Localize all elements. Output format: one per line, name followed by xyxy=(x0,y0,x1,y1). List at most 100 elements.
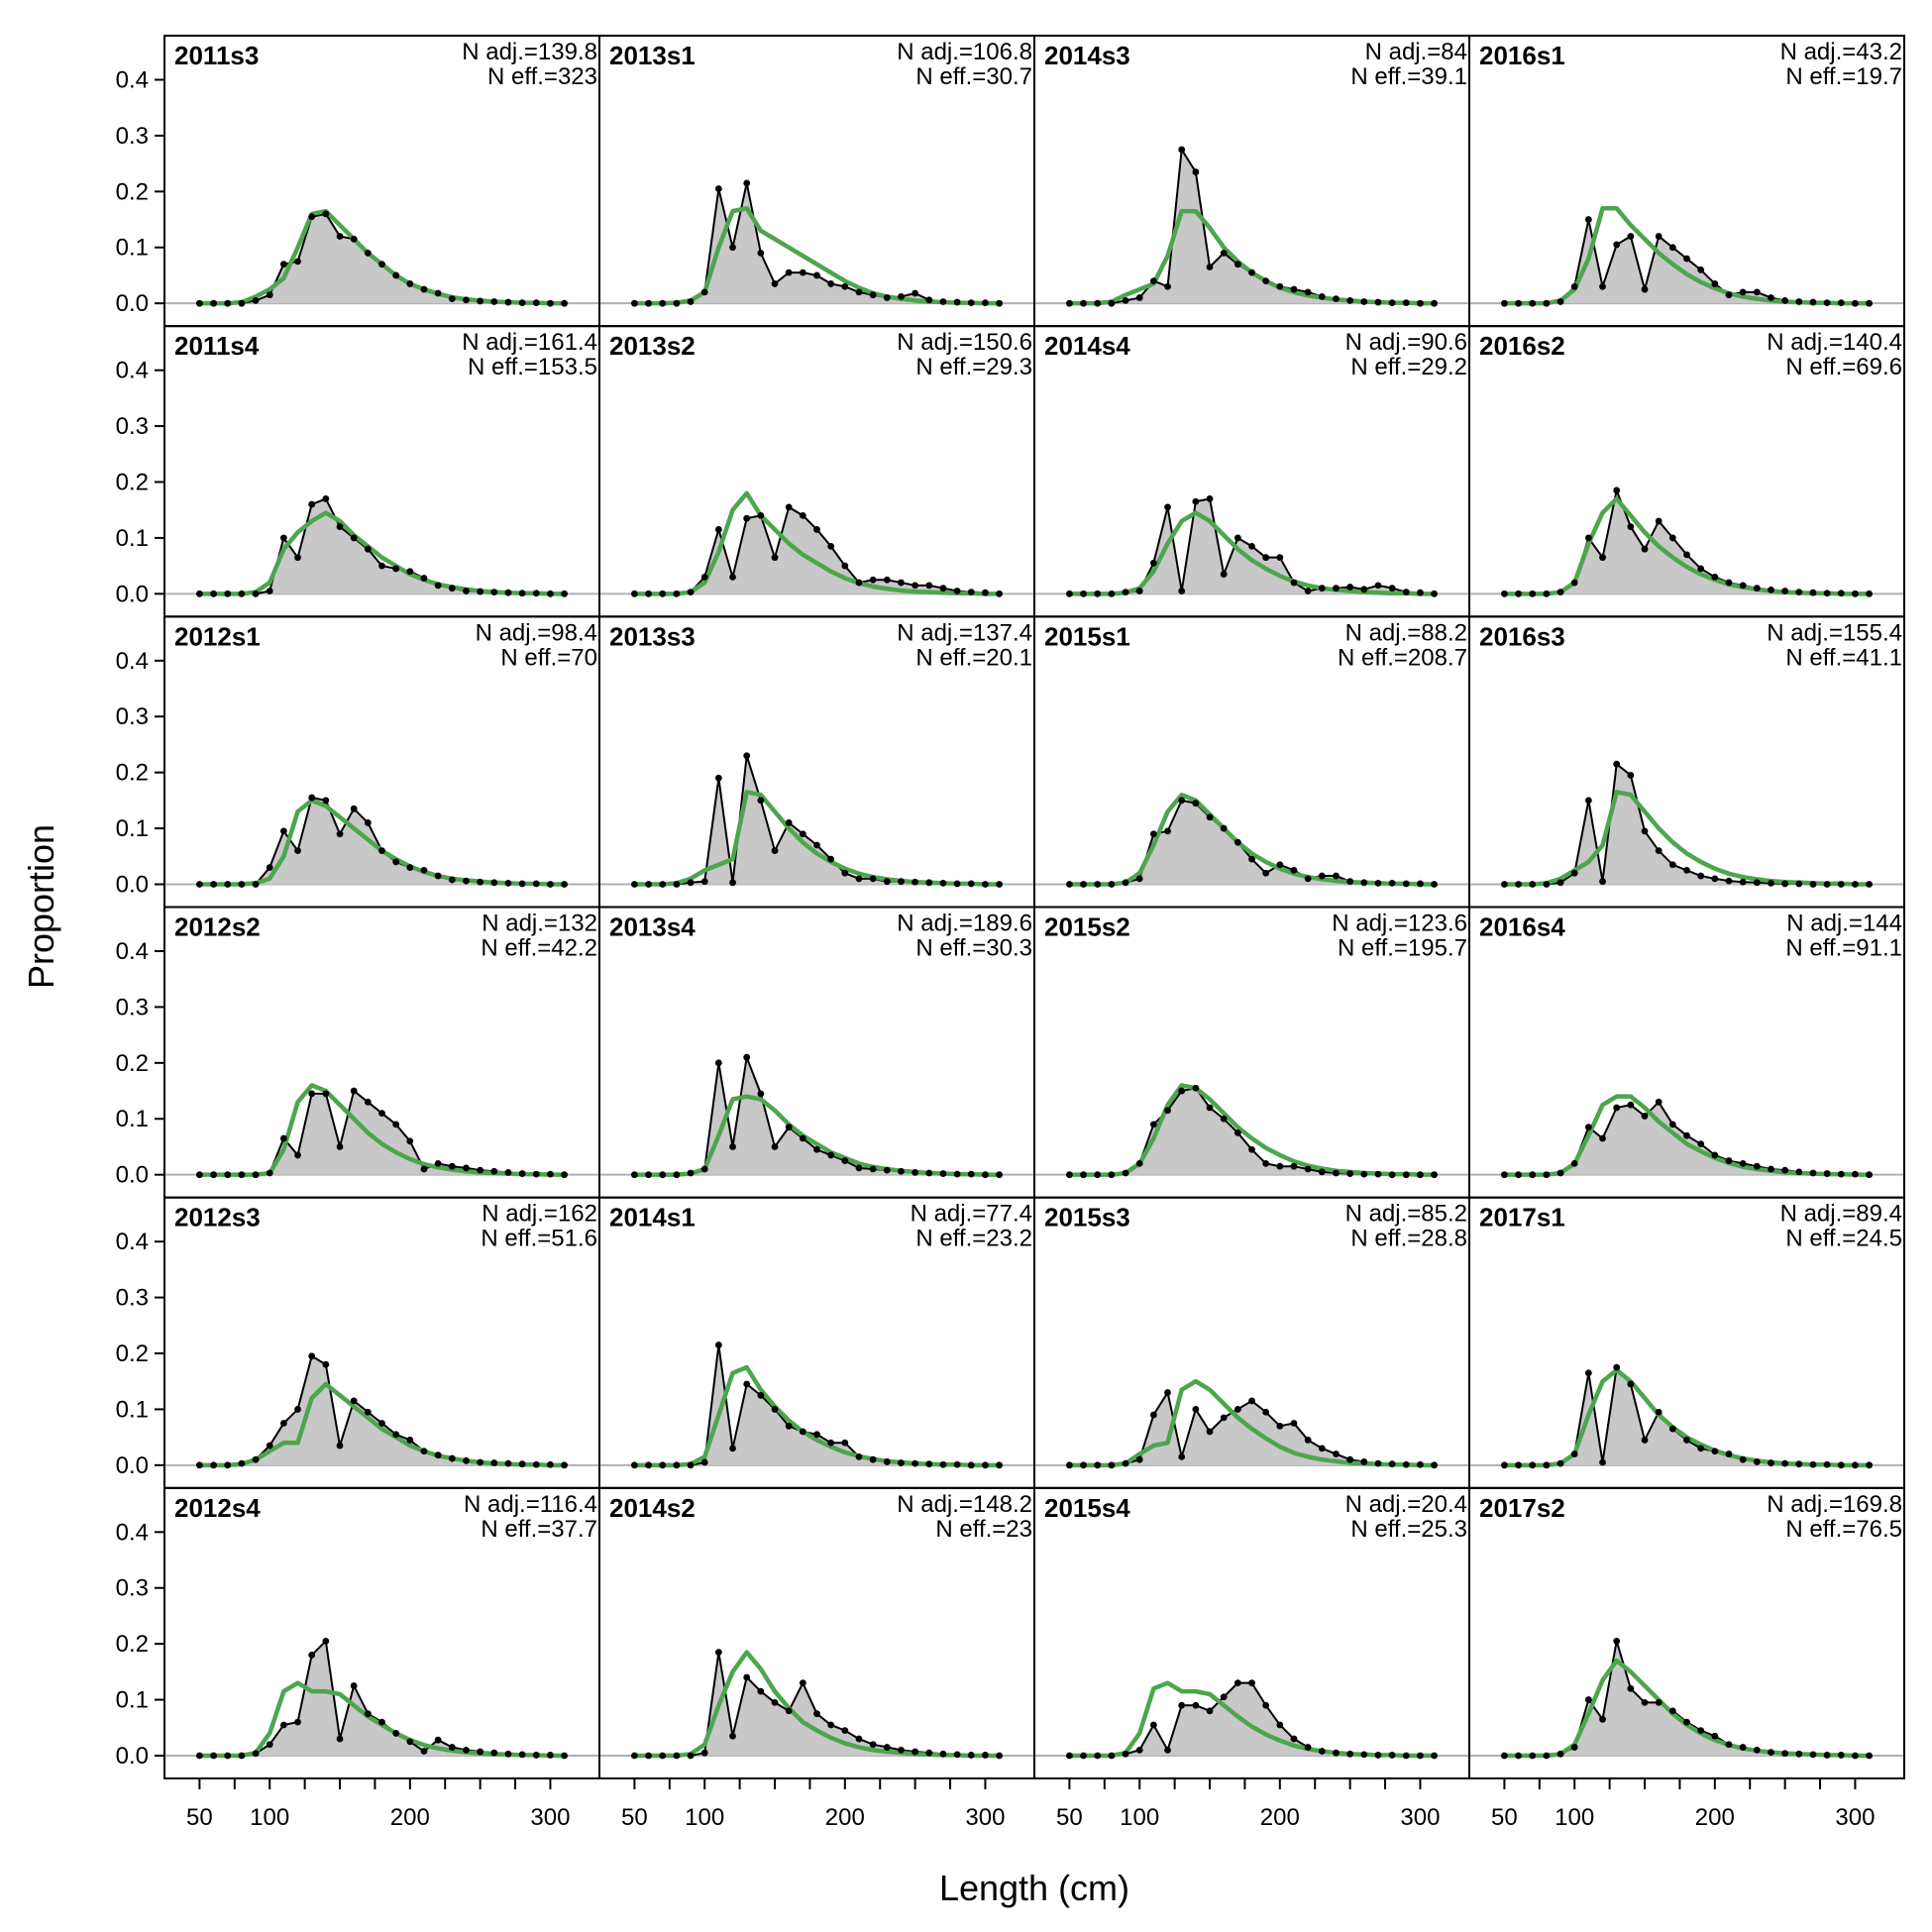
observed-point xyxy=(266,1741,273,1749)
observed-point xyxy=(1220,1414,1228,1422)
observed-point xyxy=(1668,244,1676,252)
observed-area xyxy=(1069,1682,1435,1756)
observed-point xyxy=(1556,589,1564,596)
observed-point xyxy=(1360,586,1368,593)
y-tick-label: 0.0 xyxy=(116,1743,149,1770)
observed-point xyxy=(547,1752,554,1759)
observed-point xyxy=(210,1461,217,1469)
observed-point xyxy=(1431,1461,1438,1469)
panel-n-eff: N eff.=29.3 xyxy=(915,354,1032,380)
observed-point xyxy=(1318,585,1326,592)
observed-point xyxy=(364,1408,372,1416)
observed-point xyxy=(700,1165,708,1173)
observed-point xyxy=(1080,1461,1087,1469)
observed-point xyxy=(350,235,358,243)
observed-point xyxy=(1262,277,1270,284)
panel-label: 2011s4 xyxy=(174,331,260,361)
panels-layer: 2011s3 N adj.=139.8N eff.=323 2011s4 N adj.… xyxy=(163,35,1905,1780)
observed-point xyxy=(1290,285,1298,293)
panel-n-eff: N eff.=323 xyxy=(487,63,597,90)
y-tick-label: 0.0 xyxy=(116,290,149,317)
observed-point xyxy=(912,1748,919,1756)
y-tick-label: 0.1 xyxy=(116,1687,149,1714)
observed-point xyxy=(1641,1437,1649,1444)
observed-point xyxy=(1290,1735,1298,1743)
observed-point xyxy=(518,590,526,597)
panel-n-adj: N adj.=144 xyxy=(1786,911,1902,937)
observed-point xyxy=(1668,1707,1676,1715)
panel-n-eff: N eff.=25.3 xyxy=(1350,1516,1467,1543)
x-tick-label: 300 xyxy=(965,1804,1005,1831)
observed-point xyxy=(1697,1140,1705,1148)
observed-point xyxy=(1852,1461,1859,1469)
observed-point xyxy=(252,1750,260,1758)
observed-point xyxy=(1122,589,1129,596)
observed-point xyxy=(996,1752,1003,1760)
observed-point xyxy=(1290,1420,1298,1427)
observed-point xyxy=(378,847,385,855)
observed-point xyxy=(714,1649,722,1657)
y-tick-label: 0.2 xyxy=(116,760,149,787)
observed-point xyxy=(939,1460,947,1468)
observed-point xyxy=(1781,880,1789,888)
panel-n-eff: N eff.=39.1 xyxy=(1350,63,1467,90)
observed-point xyxy=(532,1460,540,1468)
observed-point xyxy=(1837,590,1845,597)
observed-point xyxy=(1388,1752,1396,1759)
observed-point xyxy=(1304,875,1312,883)
observed-point xyxy=(1809,881,1817,888)
observed-point xyxy=(279,1721,287,1729)
observed-point xyxy=(785,1422,793,1430)
observed-point xyxy=(336,1442,344,1449)
observed-point xyxy=(1852,1170,1859,1178)
observed-point xyxy=(1164,1746,1171,1754)
observed-point xyxy=(729,1445,736,1452)
expected-line xyxy=(1504,496,1870,596)
panel-label: 2014s3 xyxy=(1044,41,1130,70)
observed-point xyxy=(982,589,989,596)
observed-point xyxy=(434,872,442,880)
panel-n-adj: N adj.=88.2 xyxy=(1345,619,1467,646)
y-tick-label: 0.3 xyxy=(116,994,149,1020)
observed-point xyxy=(1333,1169,1340,1177)
observed-point xyxy=(1178,797,1186,805)
observed-point xyxy=(532,1752,540,1759)
observed-point xyxy=(631,1461,638,1469)
observed-point xyxy=(1402,589,1410,596)
observed-point xyxy=(939,879,947,887)
observed-point xyxy=(364,819,372,826)
observed-point xyxy=(448,1162,456,1170)
observed-point xyxy=(1360,879,1368,887)
observed-point xyxy=(1262,1408,1270,1416)
observed-point xyxy=(392,858,400,866)
observed-point xyxy=(1823,881,1831,888)
observed-point xyxy=(1431,1752,1438,1760)
observed-point xyxy=(1837,1170,1845,1178)
observed-point xyxy=(925,296,933,304)
observed-point xyxy=(953,298,961,306)
panel-n-adj: N adj.=162 xyxy=(482,1201,597,1228)
observed-point xyxy=(883,576,891,584)
observed-point xyxy=(1515,590,1522,597)
observed-area xyxy=(199,498,565,594)
observed-point xyxy=(1206,1428,1214,1436)
observed-point xyxy=(855,1735,863,1743)
observed-point xyxy=(1164,827,1171,835)
panel-label: 2012s1 xyxy=(174,621,261,651)
observed-point xyxy=(1711,1448,1719,1455)
observed-point xyxy=(392,1431,400,1439)
panel-2012s1: 2012s1 N adj.=98.4N eff.=70 xyxy=(163,615,600,909)
observed-point xyxy=(1570,1159,1578,1167)
observed-point xyxy=(912,878,919,886)
observed-point xyxy=(1584,1696,1592,1703)
panel-2014s2: 2014s2 N adj.=148.2N eff.=23 xyxy=(598,1486,1035,1780)
observed-point xyxy=(1655,1408,1663,1416)
y-tick-label: 0.4 xyxy=(116,358,149,384)
observed-point xyxy=(1164,282,1171,290)
observed-point xyxy=(1276,1422,1284,1430)
observed-point xyxy=(1346,1455,1354,1463)
observed-point xyxy=(1570,869,1578,877)
panel-n-eff: N eff.=37.7 xyxy=(481,1516,597,1543)
observed-point xyxy=(1781,1166,1789,1174)
observed-point xyxy=(308,1652,316,1659)
